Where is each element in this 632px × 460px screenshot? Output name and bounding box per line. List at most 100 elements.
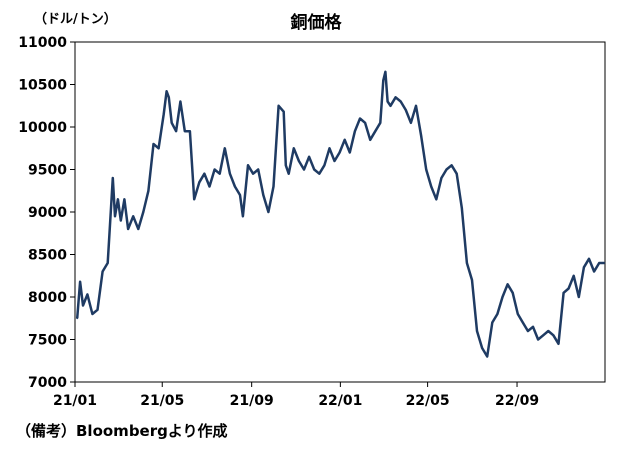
- data-point: [175, 130, 178, 133]
- data-point: [213, 168, 216, 171]
- data-point: [292, 147, 295, 150]
- x-tick-label: 21/05: [140, 393, 184, 409]
- data-point: [242, 215, 244, 218]
- series-line: [75, 70, 605, 358]
- data-point: [542, 334, 545, 337]
- data-point: [415, 104, 417, 107]
- data-point: [481, 347, 483, 349]
- x-tick-label: 22/09: [495, 393, 539, 409]
- data-point: [82, 304, 84, 307]
- data-point: [152, 143, 155, 145]
- data-point: [338, 151, 341, 154]
- y-tick-label: 11000: [18, 35, 67, 51]
- data-point: [425, 168, 428, 171]
- data-point: [218, 172, 221, 175]
- data-point: [384, 70, 387, 73]
- data-point: [506, 283, 509, 286]
- y-tick-label: 9000: [28, 205, 67, 221]
- data-point: [532, 325, 534, 328]
- data-point: [440, 177, 443, 179]
- y-tick-label: 10500: [18, 78, 67, 94]
- data-point: [511, 291, 514, 294]
- data-point: [162, 113, 165, 116]
- data-point: [348, 151, 351, 154]
- data-point: [170, 121, 173, 124]
- y-axis-unit-label: （ドル/トン）: [34, 12, 117, 27]
- x-tick-label: 22/01: [318, 393, 362, 409]
- data-point: [189, 130, 191, 133]
- data-point: [298, 160, 300, 162]
- data-point: [577, 296, 580, 298]
- data-point: [476, 330, 478, 332]
- data-point: [239, 194, 241, 196]
- data-point: [460, 206, 463, 209]
- data-point: [267, 211, 270, 213]
- data-point: [137, 228, 140, 230]
- data-point: [450, 164, 453, 167]
- x-tick-label: 21/09: [230, 393, 274, 409]
- data-point: [123, 198, 126, 201]
- data-point: [466, 262, 468, 264]
- data-point: [527, 330, 529, 332]
- data-point: [486, 355, 489, 358]
- data-point: [328, 147, 331, 150]
- data-point: [79, 280, 81, 283]
- data-point: [147, 189, 150, 192]
- data-point: [277, 104, 280, 107]
- data-point: [262, 194, 265, 196]
- data-point: [198, 181, 201, 184]
- data-point: [167, 96, 170, 99]
- data-point: [282, 110, 285, 113]
- data-point: [386, 100, 389, 103]
- x-tick-label: 21/01: [53, 393, 97, 409]
- y-tick-label: 8500: [28, 248, 67, 264]
- data-point: [394, 96, 397, 99]
- data-point: [435, 198, 438, 201]
- data-point: [588, 257, 590, 260]
- source-note: （備考）Bloombergより作成: [16, 422, 228, 440]
- data-point: [455, 172, 458, 175]
- data-point: [333, 160, 336, 162]
- data-point: [562, 291, 565, 294]
- data-point: [165, 90, 168, 93]
- data-point: [303, 168, 305, 171]
- data-point: [552, 334, 555, 337]
- data-point: [567, 287, 570, 290]
- data-point: [117, 198, 119, 201]
- x-tick-label: 22/05: [406, 393, 450, 409]
- data-point: [114, 215, 116, 218]
- data-point: [572, 274, 575, 277]
- y-tick-label: 9500: [28, 163, 67, 179]
- data-point: [179, 100, 182, 103]
- data-point: [557, 342, 560, 345]
- data-point: [111, 177, 114, 179]
- plot-frame: [74, 41, 606, 383]
- data-point: [598, 262, 601, 264]
- data-point: [287, 172, 290, 175]
- data-point: [208, 185, 211, 188]
- data-point: [96, 308, 99, 311]
- data-point: [516, 313, 519, 315]
- data-point: [547, 330, 550, 332]
- data-point: [157, 147, 160, 150]
- data-point: [496, 313, 499, 315]
- data-point: [491, 321, 494, 324]
- data-point: [308, 155, 310, 158]
- data-point: [369, 138, 372, 141]
- data-point: [430, 185, 433, 188]
- data-point: [354, 130, 356, 133]
- data-point: [323, 164, 326, 167]
- data-point: [359, 117, 361, 120]
- data-point: [379, 121, 382, 124]
- data-point: [420, 134, 422, 137]
- data-point: [284, 164, 287, 167]
- data-point: [318, 172, 321, 175]
- data-point: [101, 270, 104, 273]
- data-point: [193, 198, 196, 201]
- data-point: [223, 147, 226, 150]
- data-point: [583, 266, 585, 269]
- data-point: [132, 215, 135, 218]
- data-point: [203, 172, 206, 175]
